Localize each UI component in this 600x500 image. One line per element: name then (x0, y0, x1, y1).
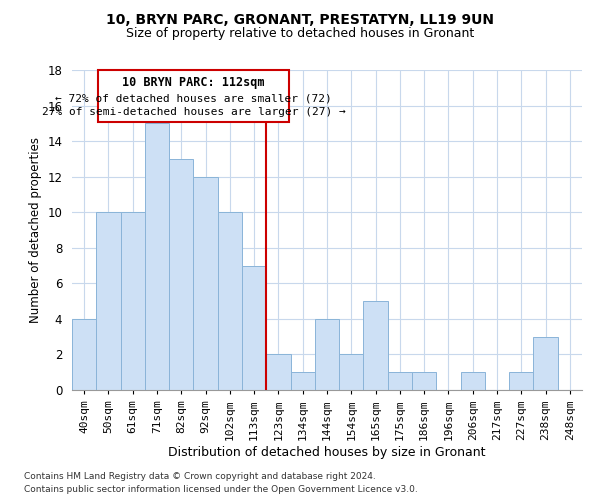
Bar (169, 159, 193, 390)
Bar (315, 319, 339, 390)
Bar (509, 372, 533, 390)
Bar (96, 212, 121, 390)
Y-axis label: Number of detached properties: Number of detached properties (29, 137, 42, 323)
Bar (461, 372, 485, 390)
Bar (388, 372, 412, 390)
Text: 10, BRYN PARC, GRONANT, PRESTATYN, LL19 9UN: 10, BRYN PARC, GRONANT, PRESTATYN, LL19 … (106, 12, 494, 26)
Bar (290, 372, 315, 390)
Bar (72, 319, 96, 390)
Bar (218, 212, 242, 390)
Text: 27% of semi-detached houses are larger (27) →: 27% of semi-detached houses are larger (… (41, 107, 346, 117)
X-axis label: Distribution of detached houses by size in Gronant: Distribution of detached houses by size … (168, 446, 486, 460)
Text: Size of property relative to detached houses in Gronant: Size of property relative to detached ho… (126, 28, 474, 40)
Bar (364, 301, 388, 390)
Bar (145, 124, 169, 390)
Bar (242, 266, 266, 390)
Text: 10 BRYN PARC: 112sqm: 10 BRYN PARC: 112sqm (122, 76, 265, 89)
Bar (412, 372, 436, 390)
FancyBboxPatch shape (97, 70, 289, 122)
Bar (121, 212, 145, 390)
Bar (533, 336, 558, 390)
Text: Contains public sector information licensed under the Open Government Licence v3: Contains public sector information licen… (24, 485, 418, 494)
Bar (266, 354, 290, 390)
Text: Contains HM Land Registry data © Crown copyright and database right 2024.: Contains HM Land Registry data © Crown c… (24, 472, 376, 481)
Bar (193, 176, 218, 390)
Text: ← 72% of detached houses are smaller (72): ← 72% of detached houses are smaller (72… (55, 94, 332, 104)
Bar (339, 354, 364, 390)
